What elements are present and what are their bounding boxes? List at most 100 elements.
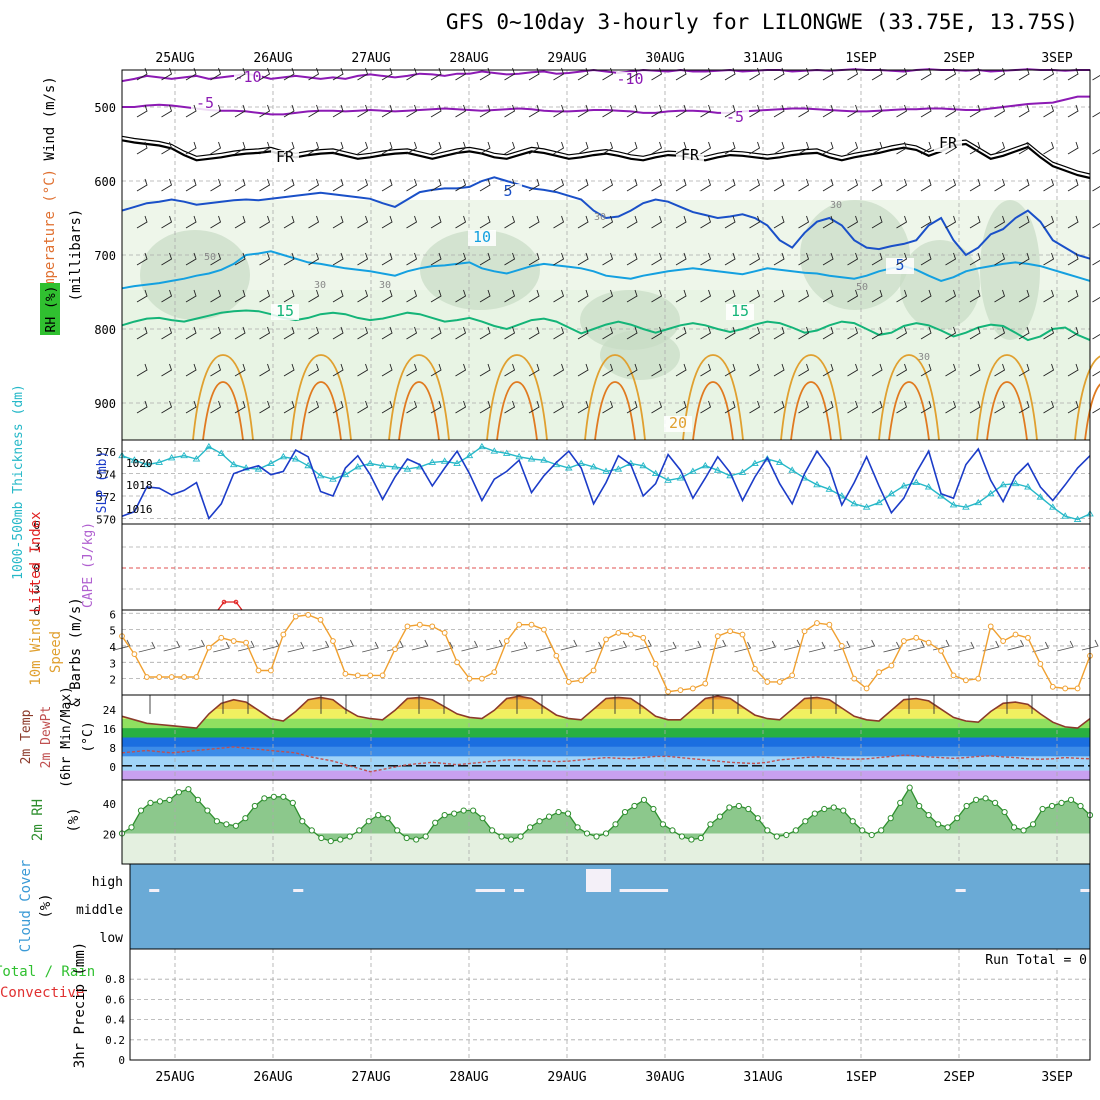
rh-point xyxy=(821,805,828,813)
wind-barb xyxy=(675,289,687,303)
wind-speed-point xyxy=(615,629,622,636)
wind-barb xyxy=(675,400,687,414)
rh-point xyxy=(669,827,676,834)
wind-barb xyxy=(553,363,565,377)
wind-barb xyxy=(749,252,761,266)
wind-barb xyxy=(1043,400,1055,414)
wind-barb xyxy=(651,104,663,118)
contour-label: -5 xyxy=(726,108,744,126)
wind-barb-10m xyxy=(635,639,652,651)
wind-barb xyxy=(283,363,295,377)
cloud-high-bar xyxy=(629,889,640,892)
wind-barb xyxy=(504,215,516,229)
rh-point xyxy=(432,819,439,826)
wind-barb xyxy=(724,400,736,414)
wind-barb-10m xyxy=(982,640,1000,652)
wind-barb xyxy=(602,178,614,192)
rh-point xyxy=(688,836,695,843)
wind-barb xyxy=(651,178,663,192)
thickness-point xyxy=(639,461,648,469)
wind-barb xyxy=(773,215,785,229)
contour-label: FR xyxy=(276,148,295,166)
wind-barb xyxy=(1067,363,1079,377)
slp-tick-label: 1018 xyxy=(126,479,153,492)
wind-barb xyxy=(896,363,908,377)
wind-ylabel-2: Speed xyxy=(48,631,64,673)
cloud-ylabel: Cloud Cover xyxy=(18,860,34,953)
temp-tick-label: 24 xyxy=(103,704,117,717)
wind-barb xyxy=(700,363,712,377)
temp-contour-25 xyxy=(888,381,930,441)
rh-point xyxy=(261,795,268,802)
wind-barb xyxy=(1018,400,1030,414)
wind-barb xyxy=(822,215,834,229)
rh-shading-blob xyxy=(140,230,250,320)
contour-label: 20 xyxy=(669,414,687,432)
contour-label-bg xyxy=(271,150,299,166)
cloud-layer-label: high xyxy=(92,875,123,890)
wind-barb xyxy=(381,252,393,266)
wind-barb xyxy=(479,215,491,229)
wind-barb xyxy=(871,215,883,229)
thickness-point xyxy=(1073,515,1082,522)
wind-speed-point xyxy=(268,667,274,674)
wind-barb xyxy=(749,289,761,303)
wind-barb xyxy=(161,178,173,192)
wind-speed-point xyxy=(392,646,398,653)
wind-barb xyxy=(283,141,295,155)
cloud-high-bar xyxy=(638,889,649,892)
wind-barb xyxy=(969,104,981,118)
rh-point xyxy=(318,834,325,842)
wind-barb xyxy=(332,215,344,229)
date-label-top: 27AUG xyxy=(351,51,390,66)
rh-point xyxy=(194,796,202,803)
wind-barb xyxy=(1043,252,1055,266)
thickness-point xyxy=(651,469,660,477)
wind-barb xyxy=(259,289,271,303)
wind-barb xyxy=(504,178,516,192)
wind-barb xyxy=(847,326,859,340)
wind-barb xyxy=(969,252,981,266)
wind-barb xyxy=(357,141,369,155)
thickness-point xyxy=(664,476,672,483)
temp-contour-25 xyxy=(692,381,734,441)
wind-barb xyxy=(283,104,295,118)
wind-barb xyxy=(210,289,222,303)
thickness-line xyxy=(121,445,1091,521)
wind-barb xyxy=(675,104,687,118)
wind-barb-10m xyxy=(337,639,355,651)
wind-barb xyxy=(724,326,736,340)
wind-barb xyxy=(357,363,369,377)
wind-barb xyxy=(185,252,197,266)
rh-ylabel: RH (%) xyxy=(44,286,59,333)
wind-barb xyxy=(381,289,393,303)
wind-barb xyxy=(1018,252,1030,266)
wind-barb-10m xyxy=(113,639,131,651)
wind-barb xyxy=(455,252,467,266)
wind-barb xyxy=(430,400,442,414)
rh-point xyxy=(792,827,799,834)
temp-contour--10 xyxy=(121,68,1090,83)
rh-point xyxy=(470,807,477,814)
temp-contour-20 xyxy=(192,354,254,441)
wind-speed-point xyxy=(230,638,237,644)
wind-speed-point xyxy=(565,679,572,685)
wind-barb-10m xyxy=(684,640,702,652)
rh-point xyxy=(204,807,211,814)
pressure-tick-label: 600 xyxy=(94,175,116,189)
rh-point xyxy=(526,824,534,831)
rh-point xyxy=(147,799,154,807)
wind-barb xyxy=(528,104,540,118)
wind-barb xyxy=(161,252,173,266)
wind-speed-point xyxy=(801,628,808,635)
rh-point xyxy=(536,818,543,825)
wind-barb xyxy=(528,215,540,229)
thickness-point xyxy=(527,455,536,462)
temp-contour-10 xyxy=(121,250,1091,290)
contour-label-bg xyxy=(616,72,644,88)
wind-barb xyxy=(651,141,663,155)
contour-label: -5 xyxy=(196,94,214,112)
wind-barb xyxy=(406,215,418,229)
rh-point xyxy=(545,813,553,820)
thickness-point xyxy=(949,501,958,508)
